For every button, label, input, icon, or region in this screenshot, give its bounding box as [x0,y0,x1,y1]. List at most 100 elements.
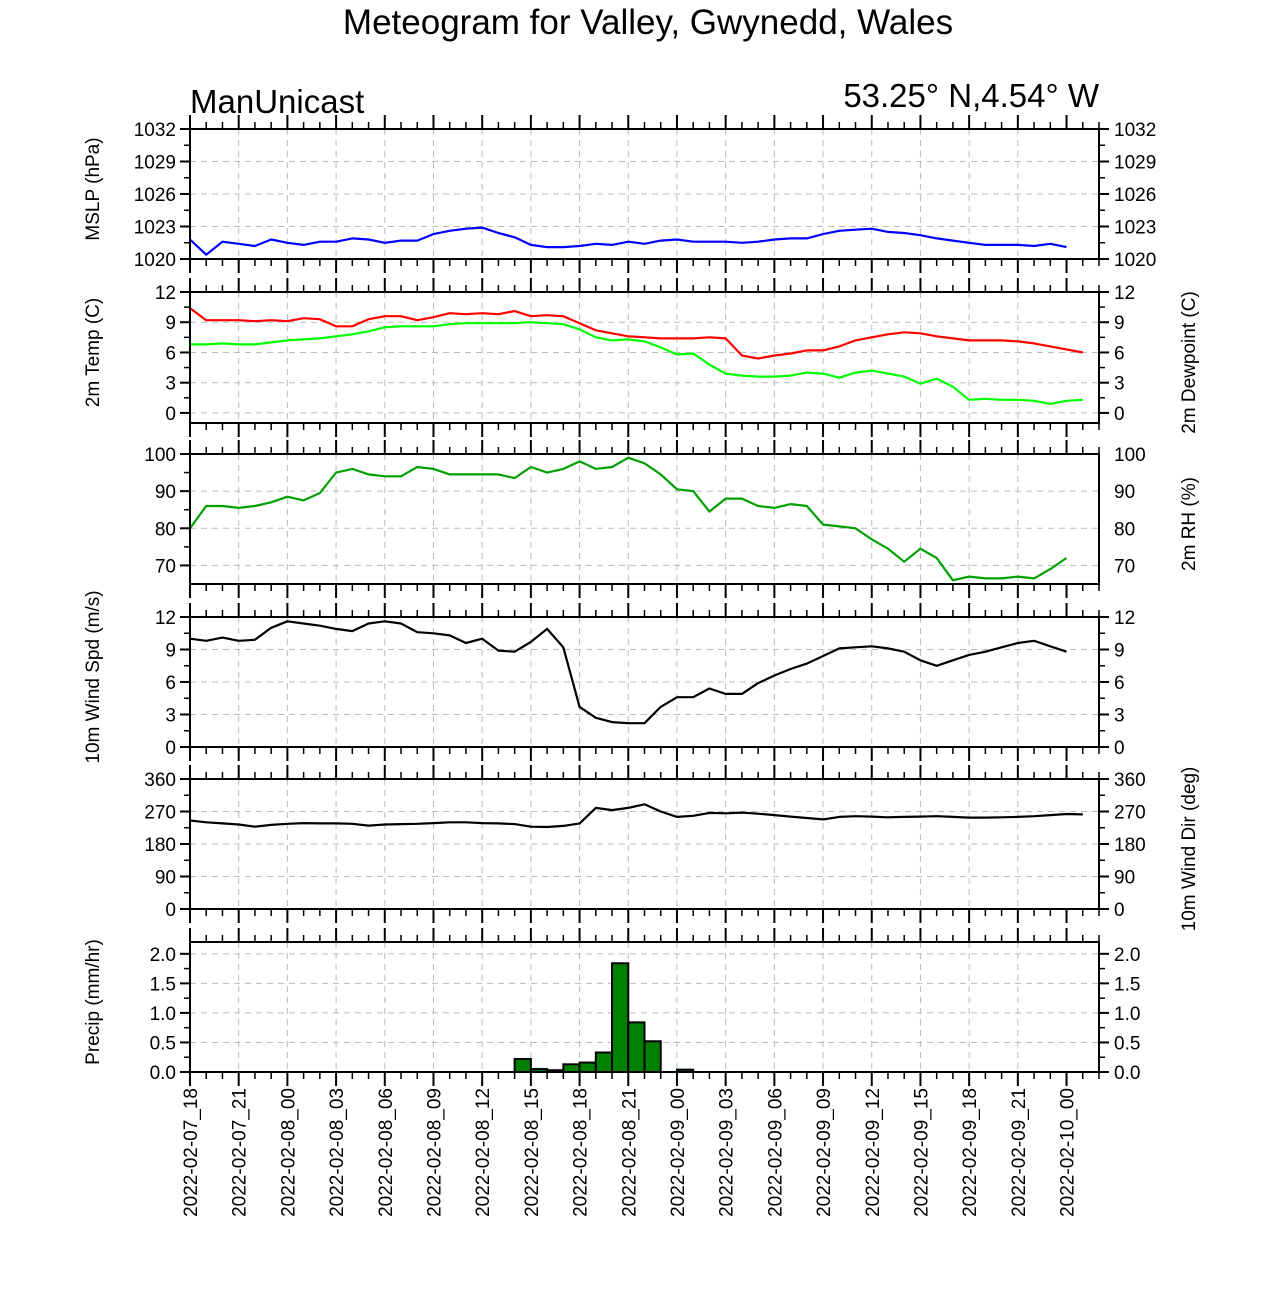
series-line-mslp-0 [189,226,1067,256]
y-tick-label-right: 0 [1114,738,1125,759]
y-axis-title-left: MSLP (hPa) [83,137,104,240]
y-tick-label-left: 360 [144,770,176,791]
y-tick-label-right: 70 [1114,556,1135,577]
y-axis-title-left: Precip (mm/hr) [83,939,104,1065]
chart-title: Meteogram for Valley, Gwynedd, Wales [343,3,953,42]
x-tick-label: 2022-02-10_00 [1058,1088,1079,1217]
y-tick-label-right: 80 [1114,519,1135,540]
y-tick-label-left: 0 [165,900,176,921]
y-tick-label-right: 0 [1114,900,1125,921]
y-tick-label-left: 1.5 [150,974,176,995]
x-tick-label: 2022-02-08_03 [327,1088,348,1217]
x-axis-labels: 2022-02-07_18 2022-02-07_21 2022-02-08_00 2… [181,1088,1079,1217]
y-tick-label-left: 3 [165,706,176,727]
panel-mslp: 1020 1020 1023 1023 1026 1026 1029 1029 1032 1032… [83,115,1156,273]
panel-precip: 0.0 0.0 0.5 0.5 1.0 1.0 1.5 1.5 2.0 2.0 Precip (mm… [83,928,1140,1086]
panel-windspd: 0 0 3 3 6 6 9 9 12 12 10m Wind Spd (m/s) [83,590,1135,763]
y-axis-title-left: 2m Temp (C) [83,298,104,407]
panel-winddir: 0 0 90 90 180 180 270 270 360 360 10m Wind Dir (de… [144,765,1200,931]
y-tick-label-right: 180 [1114,835,1146,856]
y-tick-label-right: 1020 [1114,250,1156,271]
y-tick-label-right: 1.0 [1114,1004,1140,1025]
y-tick-label-right: 90 [1114,868,1135,889]
model-name: ManUnicast [190,83,364,120]
series-line-windspd-0 [189,620,1067,725]
y-tick-label-right: 100 [1114,445,1146,466]
precip-bar [627,1021,646,1074]
location-coordinates: 53.25° N,4.54° W [843,77,1100,114]
y-tick-label-right: 0 [1114,404,1125,425]
y-tick-label-left: 6 [165,343,176,364]
y-tick-label-right: 0.0 [1114,1063,1140,1084]
y-tick-label-left: 12 [155,283,176,304]
y-tick-label-right: 1029 [1114,153,1156,174]
panels-group: 1020 1020 1023 1023 1026 1026 1029 1029 1032 1032… [83,115,1200,1217]
y-tick-label-right: 1.5 [1114,974,1140,995]
y-tick-label-right: 0.5 [1114,1033,1140,1054]
x-tick-label: 2022-02-09_06 [765,1088,786,1217]
x-tick-label: 2022-02-09_09 [814,1088,835,1217]
y-tick-label-left: 1020 [134,250,176,271]
series-line-rh-0 [189,456,1068,582]
y-axis-title-right: 2m Dewpoint (C) [1179,291,1200,434]
x-tick-label: 2022-02-09_18 [960,1088,981,1217]
x-tick-label: 2022-02-09_12 [863,1088,884,1217]
y-tick-label-left: 1029 [134,153,176,174]
y-tick-label-left: 180 [144,835,176,856]
y-tick-label-right: 9 [1114,641,1125,662]
y-tick-label-right: 6 [1114,673,1125,694]
y-tick-label-right: 360 [1114,770,1146,791]
x-tick-label: 2022-02-09_15 [911,1088,932,1217]
y-tick-label-left: 90 [155,482,176,503]
y-tick-label-right: 12 [1114,608,1135,629]
x-tick-label: 2022-02-08_12 [473,1088,494,1217]
y-tick-label-left: 1023 [134,218,176,239]
precip-bar [611,962,630,1073]
panel-temp: 0 0 3 3 6 6 9 9 12 12 2m Temp (C) 2m Dewpoint (C) [83,278,1200,437]
x-tick-label: 2022-02-09_21 [1009,1088,1030,1217]
x-tick-label: 2022-02-09_03 [717,1088,738,1217]
y-tick-label-right: 1023 [1114,218,1156,239]
y-tick-label-left: 9 [165,313,176,334]
x-tick-label: 2022-02-08_18 [571,1088,592,1217]
y-tick-label-right: 6 [1114,343,1125,364]
x-tick-label: 2022-02-07_18 [181,1088,202,1217]
y-axis-title-right: 2m RH (%) [1179,477,1200,571]
panel-frame [189,291,1100,424]
y-tick-label-left: 3 [165,374,176,395]
y-tick-label-left: 1026 [134,185,176,206]
x-tick-label: 2022-02-08_21 [619,1088,640,1217]
y-tick-label-left: 9 [165,641,176,662]
y-tick-label-left: 2.0 [150,945,176,966]
y-tick-label-right: 12 [1114,283,1135,304]
x-tick-label: 2022-02-08_15 [522,1088,543,1217]
y-tick-label-left: 0.0 [150,1063,176,1084]
y-tick-label-left: 6 [165,673,176,694]
x-tick-label: 2022-02-08_00 [278,1088,299,1217]
y-tick-label-left: 270 [144,803,176,824]
series-line-winddir-0 [189,803,1083,829]
x-tick-label: 2022-02-09_00 [668,1088,689,1217]
y-tick-label-left: 12 [155,608,176,629]
precip-bar [594,1051,614,1073]
y-tick-label-right: 270 [1114,803,1146,824]
y-tick-label-left: 0 [165,404,176,425]
y-tick-label-left: 70 [155,556,176,577]
x-tick-label: 2022-02-08_06 [376,1088,397,1217]
y-axis-title-left: 10m Wind Spd (m/s) [83,590,104,763]
y-tick-label-left: 0.5 [150,1033,176,1054]
precip-bar [562,1063,581,1074]
panel-rh: 70 70 80 80 90 90 100 100 2m RH (%) [144,440,1200,598]
series-line-temp-0 [189,307,1084,360]
panel-frame [189,453,1100,585]
y-axis-title-right: 10m Wind Dir (deg) [1179,767,1200,932]
y-tick-label-left: 100 [144,445,176,466]
precip-bar [578,1061,597,1073]
series-line-temp-1 [190,321,1083,405]
y-tick-label-right: 1032 [1114,120,1156,141]
precip-bar [513,1058,532,1073]
y-tick-label-right: 90 [1114,482,1135,503]
y-tick-label-left: 90 [155,868,176,889]
x-tick-label: 2022-02-07_21 [230,1088,251,1217]
